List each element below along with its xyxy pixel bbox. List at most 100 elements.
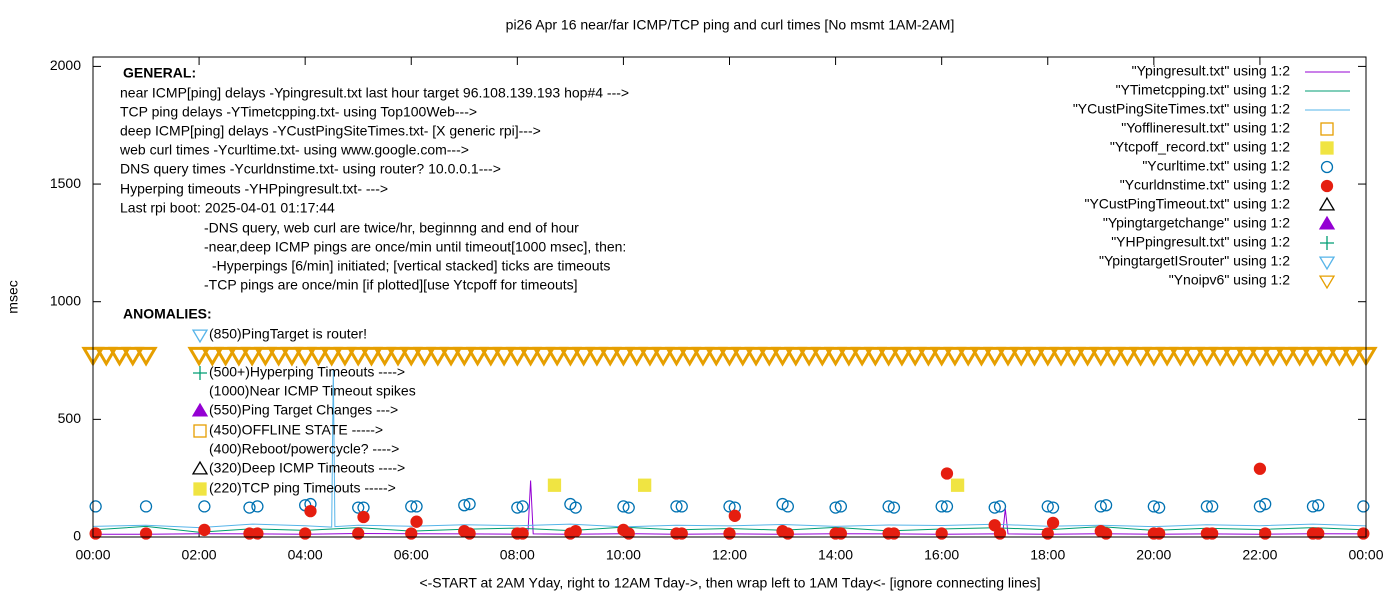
- legend-label: "Ycurltime.txt" using 1:2: [1142, 158, 1290, 174]
- annotation: TCP ping delays -YTimetcpping.txt- using…: [120, 104, 477, 120]
- point: [996, 346, 1020, 367]
- point: [1022, 346, 1047, 367]
- annotation: (850)PingTarget is router!: [209, 326, 367, 342]
- point: [903, 346, 927, 367]
- point: [744, 346, 768, 367]
- point: [1301, 346, 1325, 367]
- annotation: -DNS query, web curl are twice/hr, begin…: [204, 220, 579, 236]
- plot-border: [92, 56, 1367, 538]
- annotation: DNS query times -Ycurldnstime.txt- using…: [120, 161, 501, 177]
- point: [810, 346, 834, 367]
- point: [678, 346, 702, 367]
- y-axis-label: msec: [5, 280, 21, 313]
- point: [359, 346, 384, 367]
- point: [877, 346, 901, 367]
- point: [1009, 346, 1033, 367]
- x-tick-label: 14:00: [818, 547, 853, 563]
- legend-label: "Ypingtargetchange" using 1:2: [1103, 215, 1290, 231]
- point: [333, 346, 357, 367]
- point: [1253, 500, 1267, 513]
- point: [930, 346, 954, 367]
- point: [969, 346, 994, 367]
- point: [518, 346, 543, 367]
- point: [1312, 527, 1325, 540]
- point: [251, 527, 264, 540]
- point: [357, 510, 370, 524]
- point: [598, 346, 622, 367]
- point: [240, 346, 264, 367]
- point: [935, 500, 948, 513]
- point: [776, 497, 789, 511]
- annotation: (550)Ping Target Changes --->: [209, 402, 398, 418]
- y-tick-label: 1000: [50, 292, 81, 308]
- anomaly-icon: [193, 482, 207, 496]
- annotation: (320)Deep ICMP Timeouts ---->: [209, 460, 405, 476]
- point: [558, 346, 582, 367]
- point: [1235, 346, 1259, 367]
- point: [1181, 346, 1206, 367]
- point: [1206, 527, 1219, 540]
- point: [622, 527, 635, 540]
- point: [463, 497, 476, 511]
- legend-label: "YCustPingTimeout.txt" using 1:2: [1084, 196, 1290, 212]
- point: [1318, 215, 1336, 230]
- point: [465, 346, 490, 367]
- point: [781, 527, 794, 540]
- point: [935, 527, 948, 540]
- point: [988, 501, 1001, 514]
- point: [1221, 346, 1246, 367]
- anomaly-icon: [191, 329, 209, 344]
- point: [1099, 499, 1113, 512]
- point: [950, 478, 965, 492]
- point: [943, 346, 967, 367]
- annotation: GENERAL:: [123, 65, 196, 81]
- point: [306, 346, 331, 367]
- point: [352, 501, 365, 514]
- point: [1208, 346, 1232, 367]
- anomaly-icon: [193, 366, 207, 380]
- point: [1062, 346, 1086, 367]
- point: [723, 527, 736, 540]
- y-tick-label: 500: [58, 410, 82, 426]
- point: [622, 501, 635, 514]
- point: [797, 346, 821, 367]
- point: [823, 346, 848, 367]
- point: [1327, 346, 1352, 367]
- point: [887, 527, 901, 540]
- point: [352, 527, 365, 540]
- point: [399, 346, 423, 367]
- point: [784, 346, 808, 367]
- point: [1200, 500, 1214, 513]
- point: [1259, 497, 1272, 511]
- x-tick-label: 18:00: [1030, 547, 1065, 563]
- point: [121, 346, 145, 367]
- point: [1099, 527, 1113, 540]
- point: [1046, 516, 1060, 530]
- legend-label: "Ytcpoff_record.txt" using 1:2: [1110, 139, 1290, 155]
- annotation: (500+)Hyperping Timeouts ---->: [209, 364, 405, 380]
- point: [1320, 236, 1334, 250]
- point: [956, 346, 980, 367]
- legend-label: "Ypingresult.txt" using 1:2: [1132, 63, 1291, 79]
- point: [505, 346, 529, 367]
- point: [198, 523, 211, 537]
- point: [1041, 500, 1054, 513]
- point: [863, 346, 887, 367]
- point: [1261, 346, 1285, 367]
- point: [267, 346, 291, 367]
- point: [1142, 346, 1166, 367]
- point: [280, 346, 304, 367]
- point: [1195, 346, 1219, 367]
- point: [993, 500, 1007, 513]
- point: [320, 346, 344, 367]
- legend-label: "Ycurldnstime.txt" using 1:2: [1120, 177, 1290, 193]
- annotation: near ICMP[ping] delays -Ypingresult.txt …: [120, 85, 629, 101]
- annotation: (450)OFFLINE STATE ----->: [209, 422, 383, 438]
- point: [1357, 500, 1370, 513]
- legend-label: "YCustPingSiteTimes.txt" using 1:2: [1073, 101, 1290, 117]
- annotation: ANOMALIES:: [123, 306, 212, 322]
- point: [1320, 141, 1334, 155]
- point: [850, 346, 874, 367]
